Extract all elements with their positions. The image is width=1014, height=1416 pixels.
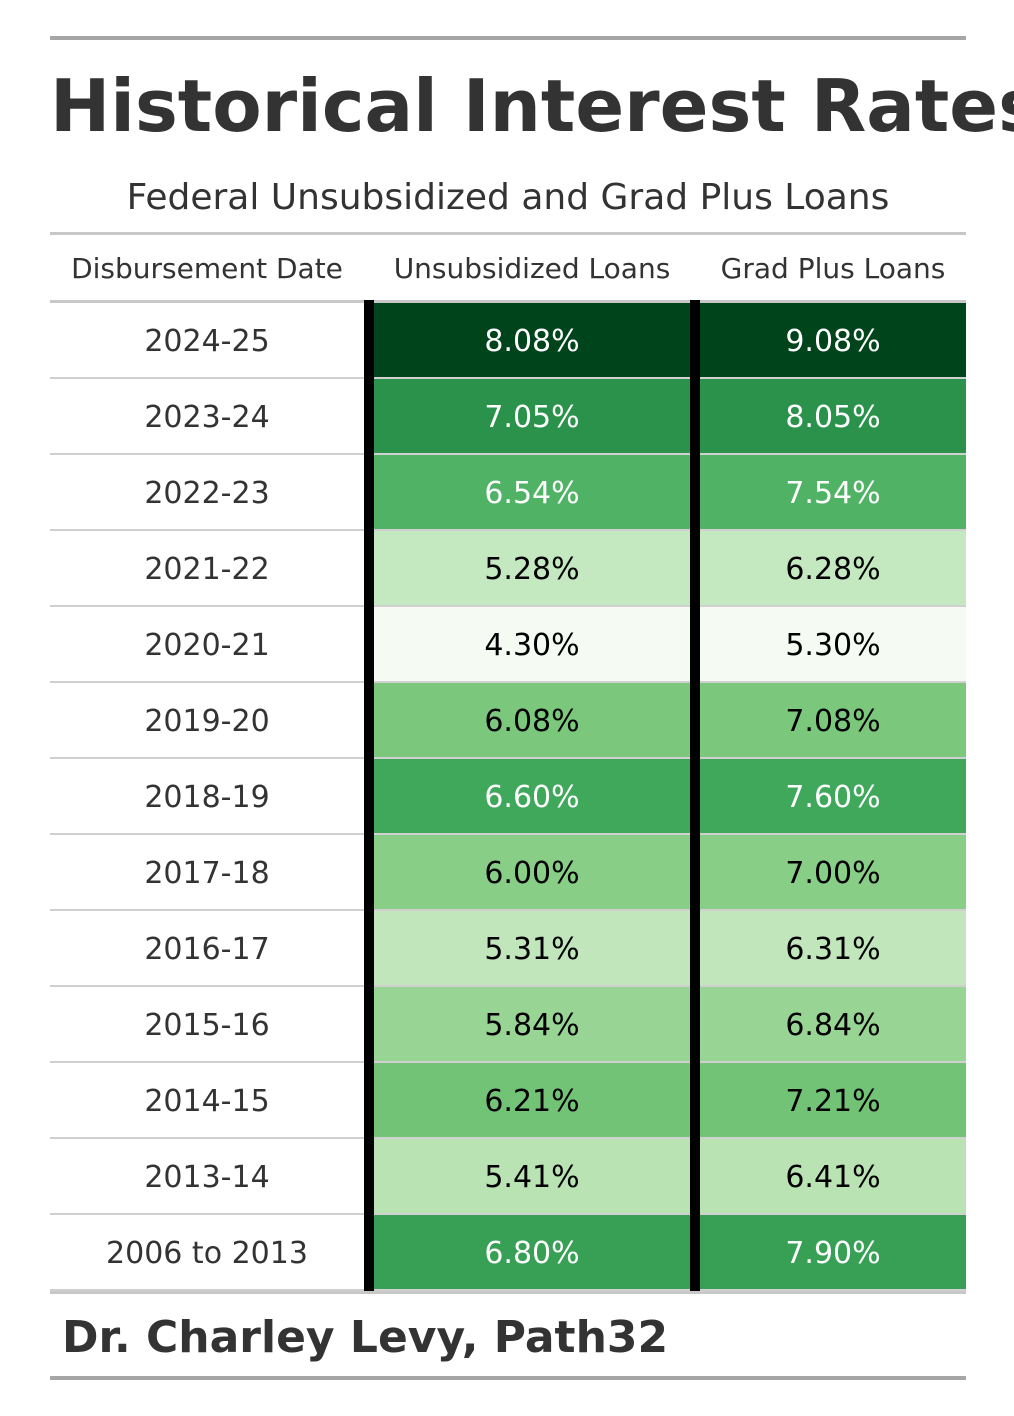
row-separator xyxy=(50,605,966,607)
header-divider xyxy=(50,300,966,303)
row-separator xyxy=(50,453,966,455)
cell-disbursement-date: 2006 to 2013 xyxy=(106,1236,308,1271)
cell-disbursement-date: 2022-23 xyxy=(144,476,270,511)
table-row: 2013-14 5.41% 6.41% xyxy=(50,1139,966,1215)
table-row: 2021-22 5.28% 6.28% xyxy=(50,531,966,607)
cell-unsubsidized-rate: 7.05% xyxy=(374,379,690,453)
cell-unsubsidized-rate: 8.08% xyxy=(374,303,690,377)
cell-unsubsidized-rate: 5.41% xyxy=(374,1139,690,1213)
table-row: 2024-25 8.08% 9.08% xyxy=(50,303,966,379)
row-separator xyxy=(50,909,966,911)
cell-disbursement-date: 2018-19 xyxy=(144,780,270,815)
cell-grad-plus-rate: 7.21% xyxy=(700,1063,966,1137)
author-credit: Dr. Charley Levy, Path32 xyxy=(62,1312,669,1363)
cell-unsubsidized-rate: 6.00% xyxy=(374,835,690,909)
cell-disbursement-date: 2015-16 xyxy=(144,1008,270,1043)
table-row: 2022-23 6.54% 7.54% xyxy=(50,455,966,531)
header-disbursement-date: Disbursement Date xyxy=(71,252,343,285)
cell-disbursement-date: 2014-15 xyxy=(144,1084,270,1119)
cell-unsubsidized-rate: 5.28% xyxy=(374,531,690,605)
row-separator xyxy=(50,985,966,987)
row-separator xyxy=(50,529,966,531)
header-grad-plus-loans: Grad Plus Loans xyxy=(720,252,946,285)
table-row: 2019-20 6.08% 7.08% xyxy=(50,683,966,759)
cell-unsubsidized-rate: 6.80% xyxy=(374,1215,690,1289)
table-row: 2020-21 4.30% 5.30% xyxy=(50,607,966,683)
cell-unsubsidized-rate: 6.60% xyxy=(374,759,690,833)
header-unsubsidized-loans: Unsubsidized Loans xyxy=(393,252,671,285)
column-divider-unsubsidized xyxy=(364,300,374,1293)
subtitle-divider xyxy=(50,232,966,235)
chart-subtitle: Federal Unsubsidized and Grad Plus Loans xyxy=(126,177,890,218)
cell-grad-plus-rate: 7.54% xyxy=(700,455,966,529)
table-row: 2023-24 7.05% 8.05% xyxy=(50,379,966,455)
cell-unsubsidized-rate: 5.31% xyxy=(374,911,690,985)
cell-disbursement-date: 2020-21 xyxy=(144,628,270,663)
table-row: 2017-18 6.00% 7.00% xyxy=(50,835,966,911)
table-row: 2006 to 2013 6.80% 7.90% xyxy=(50,1215,966,1291)
cell-disbursement-date: 2013-14 xyxy=(144,1160,270,1195)
top-rule xyxy=(50,36,966,40)
row-separator xyxy=(50,1289,966,1291)
cell-grad-plus-rate: 9.08% xyxy=(700,303,966,377)
cell-grad-plus-rate: 8.05% xyxy=(700,379,966,453)
row-separator xyxy=(50,1213,966,1215)
cell-grad-plus-rate: 6.31% xyxy=(700,911,966,985)
cell-unsubsidized-rate: 6.21% xyxy=(374,1063,690,1137)
bottom-rule xyxy=(50,1376,966,1380)
cell-grad-plus-rate: 7.90% xyxy=(700,1215,966,1289)
cell-unsubsidized-rate: 6.08% xyxy=(374,683,690,757)
table-row: 2015-16 5.84% 6.84% xyxy=(50,987,966,1063)
cell-disbursement-date: 2017-18 xyxy=(144,856,270,891)
row-separator xyxy=(50,833,966,835)
cell-disbursement-date: 2021-22 xyxy=(144,552,270,587)
chart-title: Historical Interest Rates xyxy=(50,64,1014,148)
cell-disbursement-date: 2023-24 xyxy=(144,400,270,435)
row-separator xyxy=(50,377,966,379)
cell-grad-plus-rate: 5.30% xyxy=(700,607,966,681)
cell-grad-plus-rate: 7.60% xyxy=(700,759,966,833)
cell-disbursement-date: 2019-20 xyxy=(144,704,270,739)
cell-unsubsidized-rate: 5.84% xyxy=(374,987,690,1061)
table-row: 2018-19 6.60% 7.60% xyxy=(50,759,966,835)
cell-grad-plus-rate: 6.84% xyxy=(700,987,966,1061)
table-row: 2016-17 5.31% 6.31% xyxy=(50,911,966,987)
table-header: Disbursement Date Unsubsidized Loans Gra… xyxy=(50,236,966,300)
cell-disbursement-date: 2024-25 xyxy=(144,324,270,359)
row-separator xyxy=(50,1137,966,1139)
cell-unsubsidized-rate: 4.30% xyxy=(374,607,690,681)
table-bottom-rule xyxy=(50,1291,966,1294)
row-separator xyxy=(50,681,966,683)
table-row: 2014-15 6.21% 7.21% xyxy=(50,1063,966,1139)
cell-grad-plus-rate: 6.41% xyxy=(700,1139,966,1213)
cell-disbursement-date: 2016-17 xyxy=(144,932,270,967)
cell-grad-plus-rate: 7.00% xyxy=(700,835,966,909)
cell-unsubsidized-rate: 6.54% xyxy=(374,455,690,529)
cell-grad-plus-rate: 7.08% xyxy=(700,683,966,757)
column-divider-grad-plus xyxy=(690,300,700,1293)
row-separator xyxy=(50,757,966,759)
cell-grad-plus-rate: 6.28% xyxy=(700,531,966,605)
row-separator xyxy=(50,1061,966,1063)
